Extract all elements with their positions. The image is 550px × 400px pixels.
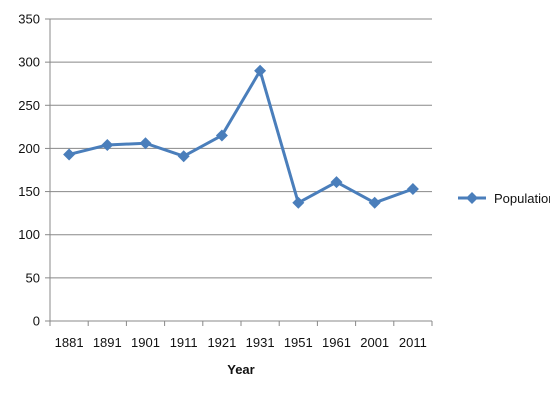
data-point-marker xyxy=(254,64,267,77)
data-point-marker xyxy=(368,196,381,209)
x-tick-label: 1881 xyxy=(55,335,84,350)
x-tick-label: 1921 xyxy=(207,335,236,350)
data-point-marker xyxy=(406,182,419,195)
x-tick-label: 2001 xyxy=(360,335,389,350)
y-tick-label: 50 xyxy=(26,270,40,285)
y-tick-label: 200 xyxy=(18,141,40,156)
tick-labels: 0 50 100 150 200 250 300 350 1881 1891 1901 1911 192… xyxy=(18,12,427,351)
data-point-marker xyxy=(330,176,343,189)
x-tick-label: 1951 xyxy=(284,335,313,350)
data-point-marker xyxy=(215,129,228,142)
legend-marker-swatch xyxy=(466,192,478,204)
x-tick-label: 1961 xyxy=(322,335,351,350)
series-line-population xyxy=(68,69,414,205)
series-population xyxy=(63,64,419,209)
y-tick-label: 150 xyxy=(18,184,40,199)
x-tick-label: 1901 xyxy=(131,335,160,350)
y-tick-label: 350 xyxy=(18,12,40,27)
legend: Population xyxy=(458,191,550,206)
y-tick-label: 100 xyxy=(18,227,40,242)
x-axis-title: Year xyxy=(227,362,254,377)
axes xyxy=(45,18,433,326)
data-point-marker xyxy=(177,150,190,163)
x-tick-label: 1911 xyxy=(170,335,198,350)
x-tick-label: 2011 xyxy=(399,335,427,350)
data-point-marker xyxy=(101,138,114,151)
x-tick-label: 1931 xyxy=(246,335,275,350)
data-point-marker xyxy=(139,137,152,150)
legend-label-population: Population xyxy=(494,191,550,206)
y-tick-label: 0 xyxy=(33,314,40,329)
data-point-marker xyxy=(292,196,305,209)
y-tick-label: 300 xyxy=(18,55,40,70)
data-point-marker xyxy=(63,148,76,161)
y-tick-label: 250 xyxy=(18,98,40,113)
x-tick-label: 1891 xyxy=(93,335,122,350)
